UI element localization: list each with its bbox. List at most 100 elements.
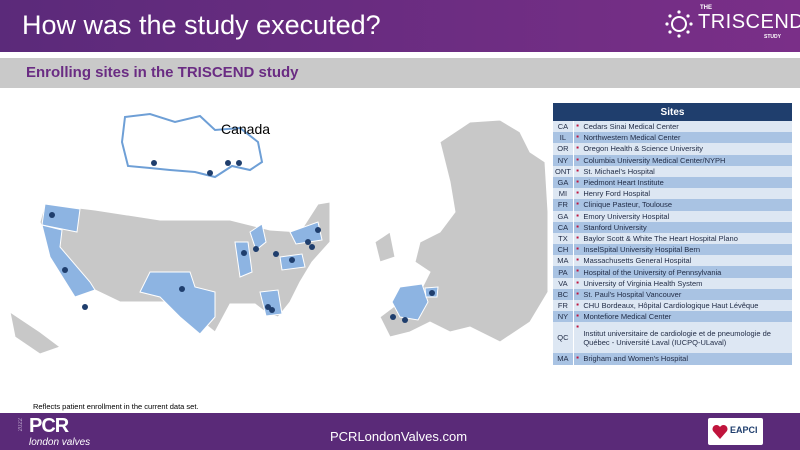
- site-marker: [49, 212, 55, 218]
- triscend-logo-icon: [665, 10, 693, 38]
- site-marker: [82, 304, 88, 310]
- site-code: GA: [553, 176, 574, 189]
- europe-map: [374, 119, 549, 343]
- table-row: QC ▪ Institut universitaire de cardiologie…: [553, 322, 792, 354]
- bullet-icon: ▪: [573, 132, 582, 144]
- bullet-icon: ▪: [573, 300, 582, 312]
- site-code: FR: [553, 199, 574, 211]
- site-code: MI: [553, 188, 574, 200]
- site-code: FR: [553, 300, 574, 312]
- table-row: FR ▪ Clinique Pasteur, Toulouse: [553, 199, 792, 211]
- site-name: Columbia University Medical Center/NYPH: [581, 154, 792, 166]
- eapci-text: EAPCI: [730, 425, 758, 435]
- bullet-icon: ▪: [573, 288, 582, 300]
- site-name: Emory University Hospital: [581, 210, 792, 222]
- site-name: Clinique Pasteur, Toulouse: [581, 199, 792, 211]
- table-row: CA ▪ Cedars Sinai Medical Center: [553, 121, 792, 133]
- pcr-subtitle: london valves: [29, 437, 91, 448]
- site-marker: [62, 267, 68, 273]
- site-name: Baylor Scott & White The Heart Hospital …: [581, 232, 792, 245]
- website-link[interactable]: PCRLondonValves.com: [330, 429, 468, 444]
- site-code: IL: [553, 132, 574, 144]
- footer-bar: 2022 PCR london valves PCRLondonValves.c…: [0, 413, 800, 450]
- table-row: OR ▪ Oregon Health & Science University: [553, 143, 792, 155]
- site-code: BC: [553, 288, 574, 300]
- site-code: NY: [553, 311, 574, 323]
- table-row: IL ▪ Northwestern Medical Center: [553, 132, 792, 144]
- site-markers: [49, 160, 435, 323]
- site-marker: [269, 307, 275, 313]
- site-name: Northwestern Medical Center: [581, 132, 792, 144]
- table-row: MA ▪ Brigham and Women's Hospital: [553, 353, 792, 365]
- bullet-icon: ▪: [573, 176, 582, 189]
- bullet-icon: ▪: [573, 210, 582, 222]
- bullet-icon: ▪: [573, 154, 582, 166]
- site-name: Cedars Sinai Medical Center: [581, 121, 792, 133]
- site-name: InselSpital University Hospital Bern: [581, 244, 792, 256]
- site-marker: [151, 160, 157, 166]
- table-row: GA ▪ Emory University Hospital: [553, 210, 792, 222]
- logo-study: STUDY: [764, 34, 781, 40]
- site-code: ONT: [553, 165, 574, 177]
- table-row: VA ▪ University of Virginia Health System: [553, 277, 792, 289]
- table-row: BC ▪ St. Paul's Hospital Vancouver: [553, 288, 792, 300]
- site-name: Brigham and Women's Hospital: [581, 353, 792, 365]
- site-marker: [289, 257, 295, 263]
- site-name: St. Paul's Hospital Vancouver: [581, 288, 792, 300]
- table-row: TX ▪ Baylor Scott & White The Heart Hospit…: [553, 232, 792, 245]
- site-code: CH: [553, 244, 574, 256]
- site-name: University of Virginia Health System: [581, 277, 792, 289]
- site-name: Hospital of the University of Pennsylvan…: [581, 266, 792, 278]
- site-marker: [315, 227, 321, 233]
- subtitle: Enrolling sites in the TRISCEND study: [26, 64, 299, 81]
- bullet-icon: ▪: [573, 121, 582, 133]
- bullet-icon: ▪: [573, 221, 582, 233]
- site-name: Piedmont Heart Institute: [581, 176, 792, 189]
- bullet-icon: ▪: [573, 188, 582, 200]
- bullet-icon: ▪: [573, 277, 582, 289]
- site-marker: [179, 286, 185, 292]
- site-marker: [309, 244, 315, 250]
- table-row: NY ▪ Montefiore Medical Center: [553, 311, 792, 323]
- site-name: Montefiore Medical Center: [581, 311, 792, 323]
- sites-table: Sites CA ▪ Cedars Sinai Medical Center IL ▪ N…: [553, 103, 792, 365]
- table-row: GA ▪ Piedmont Heart Institute: [553, 176, 792, 189]
- site-name: Massachusetts General Hospital: [581, 255, 792, 267]
- subtitle-bar: Enrolling sites in the TRISCEND study: [0, 58, 800, 88]
- site-code: MA: [553, 353, 574, 365]
- site-name: CHU Bordeaux, Hôpital Cardiologique Haut…: [581, 300, 792, 312]
- site-marker: [241, 250, 247, 256]
- site-code: NY: [553, 154, 574, 166]
- site-marker: [305, 239, 311, 245]
- site-name: Stanford University: [581, 221, 792, 233]
- table-row: CA ▪ Stanford University: [553, 221, 792, 233]
- slide-title: How was the study executed?: [22, 10, 381, 40]
- site-marker: [402, 317, 408, 323]
- sites-header: Sites: [553, 103, 792, 121]
- site-code: QC: [553, 322, 574, 354]
- site-code: GA: [553, 210, 574, 222]
- header-bar: How was the study executed? THE TRISCEND…: [0, 0, 800, 52]
- bullet-icon: ▪: [573, 165, 582, 177]
- table-row: FR ▪ CHU Bordeaux, Hôpital Cardiologique H…: [553, 300, 792, 312]
- site-code: VA: [553, 277, 574, 289]
- site-marker: [225, 160, 231, 166]
- enrollment-note: Reflects patient enrollment in the curre…: [33, 402, 199, 411]
- pcr-text: PCR: [29, 415, 69, 437]
- site-code: CA: [553, 121, 574, 133]
- site-marker: [429, 290, 435, 296]
- table-row: MA ▪ Massachusetts General Hospital: [553, 255, 792, 267]
- table-row: NY ▪ Columbia University Medical Center/NY…: [553, 154, 792, 166]
- bullet-icon: ▪: [573, 244, 582, 256]
- bullet-icon: ▪: [573, 232, 582, 245]
- site-name: St. Michael's Hospital: [581, 165, 792, 177]
- bullet-icon: ▪: [573, 143, 582, 155]
- site-code: MA: [553, 255, 574, 267]
- site-code: TX: [553, 232, 574, 245]
- site-marker: [390, 314, 396, 320]
- bullet-icon: ▪: [573, 266, 582, 278]
- canada-label: Canada: [221, 121, 271, 137]
- sites-map: [9, 112, 549, 355]
- heart-icon: [712, 424, 728, 439]
- table-row: CH ▪ InselSpital University Hospital Bern: [553, 244, 792, 256]
